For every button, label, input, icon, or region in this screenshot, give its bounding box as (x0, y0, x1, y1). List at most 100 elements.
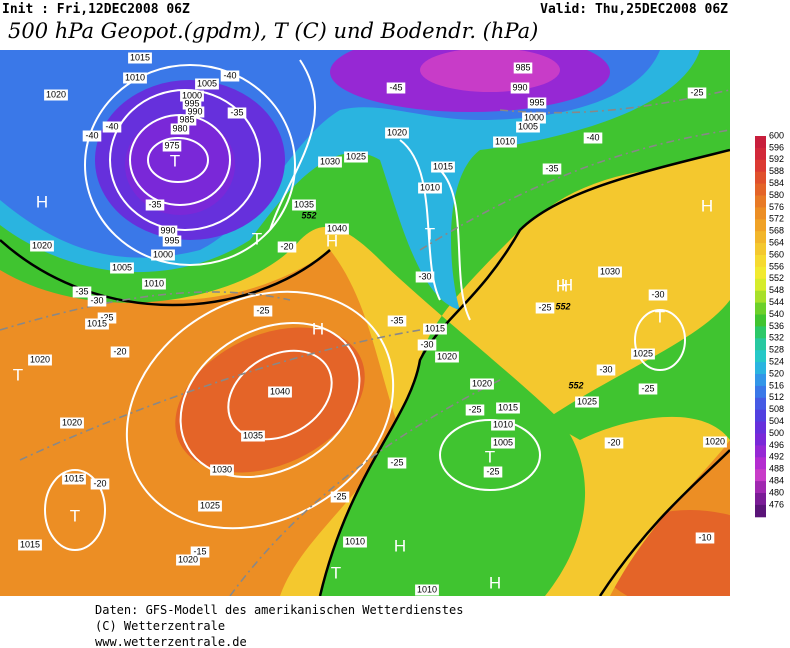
legend-label: 580 (769, 190, 784, 200)
isoline-label: 1035 (294, 199, 314, 209)
legend-label: 484 (769, 475, 784, 485)
isoline-label: -45 (389, 82, 402, 92)
isoline-label: 990 (187, 106, 202, 116)
label-box (28, 354, 52, 366)
legend-label: 528 (769, 345, 784, 355)
high-marker: H (489, 573, 501, 592)
label-box (158, 225, 178, 237)
map-title: 500 hPa Geopot.(gpdm), T (C) und Bodendr… (8, 19, 538, 43)
label-box (465, 404, 485, 416)
valid-time: Valid: Thu,25DEC2008 06Z (540, 2, 728, 17)
isoline-label: 1030 (600, 266, 620, 276)
isoline-label: 1020 (62, 417, 82, 427)
isoline-label: -25 (538, 302, 551, 312)
isoline-label: 975 (164, 140, 179, 150)
label-box (44, 89, 68, 101)
footer-line: (C) Wetterzentrale (95, 619, 225, 633)
legend-label: 572 (769, 214, 784, 224)
isoline-label: -35 (545, 163, 558, 173)
isoline-label: 1000 (153, 249, 173, 259)
label-box (343, 536, 367, 548)
isoline-label: 1010 (144, 278, 164, 288)
legend-swatch (755, 290, 766, 304)
isoline-label: -40 (105, 121, 118, 131)
isobar (269, 59, 471, 321)
isoline-label: -30 (651, 289, 664, 299)
label-box (435, 351, 459, 363)
label-box (535, 302, 555, 314)
high-marker: H (326, 231, 338, 250)
footer-line: www.wetterzentrale.de (95, 635, 247, 648)
label-box (330, 491, 350, 503)
isobar (84, 64, 296, 266)
isoline-label: -25 (468, 404, 481, 414)
legend-swatch (755, 266, 766, 280)
label-box (325, 223, 349, 235)
isoline-label: -35 (390, 315, 403, 325)
isoline-label: 1030 (320, 156, 340, 166)
contour-label: 552 (568, 380, 583, 390)
label-box (491, 437, 515, 449)
label-box (60, 417, 84, 429)
legend-swatch (755, 457, 766, 470)
label-box (198, 500, 222, 512)
isotherm (0, 89, 730, 596)
legend-label: 488 (769, 464, 784, 474)
isobar (227, 349, 333, 441)
label-box (423, 323, 447, 335)
cold-core (125, 115, 235, 215)
isoline-label: -25 (486, 466, 499, 476)
legend-label: 568 (769, 226, 784, 236)
isoline-label: -40 (586, 132, 599, 142)
contour-label: 552 (301, 210, 316, 220)
isoline-label: -35 (230, 107, 243, 117)
label-box (516, 121, 540, 133)
label-box (170, 123, 190, 135)
isoline-label: 995 (184, 98, 199, 108)
isoline-label: -10 (698, 532, 711, 542)
legend-label: 544 (769, 297, 784, 307)
isoline-label: -20 (113, 346, 126, 356)
isoline-label: 1040 (270, 386, 290, 396)
label-box (30, 240, 54, 252)
legend-swatch (755, 374, 766, 387)
label-box (241, 430, 265, 442)
label-box (583, 132, 603, 144)
label-box (385, 127, 409, 139)
552-contour (0, 148, 730, 596)
isobar (439, 419, 541, 491)
legend-swatch (755, 433, 766, 446)
label-box (277, 241, 297, 253)
isoline-label: 1010 (493, 419, 513, 429)
legend-label: 548 (769, 285, 784, 295)
isoline-label: 1010 (495, 136, 515, 146)
label-box (415, 271, 435, 283)
isoline-label: 995 (529, 97, 544, 107)
isoline-label: 1040 (327, 223, 347, 233)
label-box (687, 87, 707, 99)
legend-swatch (755, 326, 766, 339)
legend-swatch (755, 183, 766, 196)
high-marker: H (561, 275, 573, 294)
isobar (44, 469, 106, 551)
isoline-label: 1000 (524, 112, 544, 122)
legend-swatch (755, 385, 766, 399)
warm-core (175, 327, 365, 473)
label-box (513, 62, 533, 74)
legend-swatch (755, 421, 766, 434)
legend-swatch (755, 255, 766, 268)
legend-swatch (755, 231, 766, 244)
isoline-label: 990 (512, 82, 527, 92)
label-box (182, 98, 202, 110)
isoline-label: 1025 (200, 500, 220, 510)
legend-swatch (755, 362, 766, 375)
isoline-label: 1000 (182, 90, 202, 100)
label-box (493, 136, 517, 148)
label-box (145, 199, 165, 211)
label-box (185, 106, 205, 118)
cold-core (420, 50, 560, 92)
isoline-label: 1015 (498, 402, 518, 412)
isoline-label: -35 (148, 199, 161, 209)
